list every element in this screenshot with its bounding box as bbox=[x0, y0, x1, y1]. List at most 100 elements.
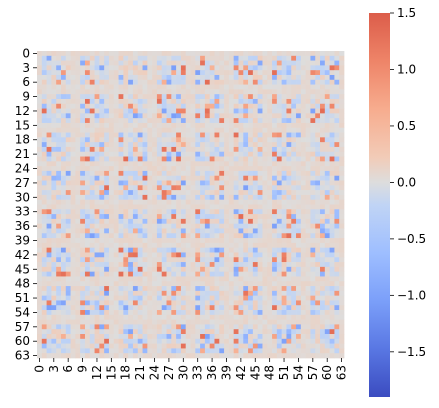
heatmap-cell bbox=[209, 257, 215, 263]
heatmap-cell bbox=[65, 290, 71, 296]
heatmap-cell bbox=[37, 98, 43, 105]
heatmap-cell bbox=[324, 113, 330, 119]
heatmap-cell bbox=[243, 185, 249, 191]
heatmap-cell bbox=[123, 209, 129, 215]
heatmap-cell bbox=[147, 324, 153, 330]
heatmap-cell bbox=[334, 79, 340, 85]
heatmap-cell bbox=[286, 98, 292, 105]
heatmap-cell bbox=[128, 228, 134, 234]
heatmap-cell bbox=[310, 146, 316, 153]
heatmap-cell bbox=[214, 209, 220, 215]
heatmap-cell bbox=[262, 247, 268, 253]
heatmap-cell bbox=[176, 180, 182, 186]
heatmap-cell bbox=[233, 271, 239, 277]
heatmap-cell bbox=[320, 175, 326, 181]
heatmap-cell bbox=[161, 137, 167, 143]
heatmap-cell bbox=[132, 194, 139, 201]
heatmap-cell bbox=[128, 65, 134, 71]
heatmap-cell bbox=[281, 55, 287, 61]
heatmap-cell bbox=[56, 79, 62, 85]
heatmap-cell bbox=[108, 118, 115, 124]
heatmap-cell bbox=[56, 166, 62, 172]
heatmap-cell bbox=[248, 242, 254, 249]
heatmap-cell bbox=[128, 161, 134, 167]
heatmap-cell bbox=[262, 348, 268, 354]
heatmap-cell bbox=[296, 252, 302, 258]
heatmap-cell bbox=[272, 194, 278, 201]
heatmap-cell bbox=[209, 94, 215, 100]
heatmap-cell bbox=[99, 209, 105, 215]
heatmap-cell bbox=[233, 103, 239, 109]
heatmap-cell bbox=[214, 98, 220, 105]
heatmap-cell bbox=[123, 89, 129, 95]
heatmap-cell bbox=[248, 338, 254, 344]
heatmap-cell bbox=[60, 266, 67, 273]
heatmap-cell bbox=[195, 310, 201, 316]
heatmap-cell bbox=[70, 290, 76, 296]
heatmap-cell bbox=[108, 55, 115, 61]
heatmap-cell bbox=[137, 127, 143, 133]
heatmap-cell bbox=[267, 209, 273, 215]
heatmap-cell bbox=[166, 238, 172, 244]
heatmap-cell bbox=[51, 305, 57, 311]
heatmap-cell bbox=[286, 146, 292, 153]
x-tick-label: 30 bbox=[176, 365, 190, 380]
heatmap-cell bbox=[214, 314, 220, 320]
heatmap-cell bbox=[243, 180, 249, 186]
heatmap-cell bbox=[56, 257, 62, 263]
heatmap-cell bbox=[84, 185, 91, 191]
heatmap-cell bbox=[320, 247, 326, 253]
heatmap-cell bbox=[324, 276, 330, 282]
heatmap-cell bbox=[37, 51, 43, 57]
heatmap-cell bbox=[296, 70, 302, 76]
heatmap-cell bbox=[276, 94, 282, 100]
heatmap-cell bbox=[204, 170, 211, 177]
heatmap-cell bbox=[161, 180, 167, 186]
heatmap-cell bbox=[286, 242, 292, 249]
heatmap-cell bbox=[267, 108, 273, 114]
heatmap-cell bbox=[305, 180, 311, 186]
heatmap-cell bbox=[324, 70, 330, 76]
heatmap-cell bbox=[276, 103, 282, 109]
heatmap-cell bbox=[99, 190, 105, 196]
heatmap-cell bbox=[305, 51, 311, 57]
heatmap-cell bbox=[99, 70, 105, 76]
heatmap-cell bbox=[339, 122, 345, 129]
heatmap-cell bbox=[334, 262, 340, 268]
y-tick-label: 15 bbox=[15, 118, 30, 132]
heatmap-cell bbox=[334, 271, 340, 277]
heatmap-cell bbox=[113, 209, 119, 215]
heatmap-cell bbox=[272, 324, 278, 330]
heatmap-cell bbox=[276, 132, 282, 138]
x-tick-label: 9 bbox=[76, 365, 90, 373]
heatmap-cell bbox=[281, 242, 287, 249]
heatmap-cell bbox=[305, 103, 311, 109]
heatmap-cell bbox=[70, 108, 76, 114]
colorbar-tick-label: 1.5 bbox=[397, 6, 416, 20]
heatmap-cell bbox=[75, 286, 81, 292]
heatmap-cell bbox=[339, 242, 345, 249]
heatmap-cell bbox=[84, 98, 91, 105]
heatmap-cell bbox=[180, 319, 187, 325]
heatmap-cell bbox=[118, 218, 124, 225]
heatmap-cell bbox=[267, 194, 273, 201]
heatmap-cell bbox=[137, 266, 143, 273]
heatmap-cell bbox=[37, 290, 43, 296]
heatmap-cell bbox=[65, 329, 71, 335]
heatmap-cell bbox=[272, 74, 278, 81]
heatmap-cell bbox=[104, 55, 110, 61]
heatmap-cell bbox=[262, 170, 268, 177]
heatmap-cell bbox=[243, 343, 249, 349]
heatmap-cell bbox=[228, 204, 235, 210]
heatmap-cell bbox=[324, 286, 330, 292]
heatmap-cell bbox=[233, 247, 239, 253]
heatmap-cell bbox=[310, 314, 316, 320]
heatmap-cell bbox=[99, 74, 105, 81]
heatmap-cell bbox=[128, 137, 134, 143]
heatmap-cell bbox=[329, 343, 335, 349]
heatmap-cell bbox=[224, 70, 230, 76]
heatmap-cell bbox=[329, 84, 335, 90]
heatmap-cell bbox=[276, 204, 282, 210]
heatmap-cell bbox=[152, 175, 158, 181]
heatmap-cell bbox=[118, 175, 124, 181]
